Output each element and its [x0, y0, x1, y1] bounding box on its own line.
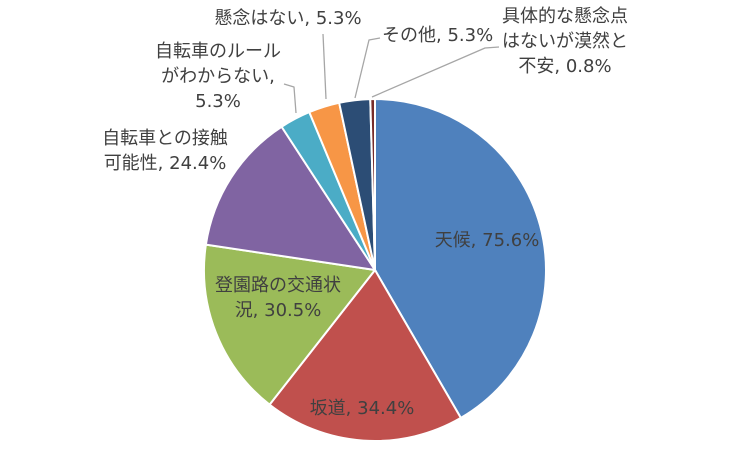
leader-line-bicycle-rules	[283, 83, 297, 114]
pie-slices	[203, 98, 547, 442]
leader-line-other	[354, 37, 381, 99]
leader-line-vague-anxiety	[371, 46, 500, 98]
leader-lines	[283, 33, 500, 114]
leader-line-no-concern	[322, 33, 327, 100]
pie-slice-2	[203, 243, 376, 406]
pie-slice-7	[369, 98, 376, 271]
pie-slice-3	[204, 125, 376, 271]
pie-slice-1	[268, 269, 462, 442]
pie-slice-0	[374, 98, 547, 419]
